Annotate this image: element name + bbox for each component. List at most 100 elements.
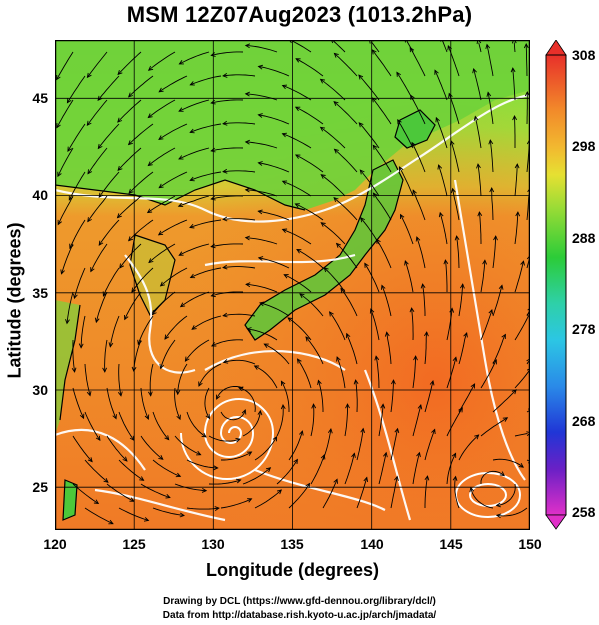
- streamline-arrow: [296, 249, 302, 254]
- streamline: [264, 343, 290, 365]
- streamline-arrow: [122, 456, 128, 462]
- streamline-arrow: [257, 209, 263, 215]
- streamline-arrow: [305, 482, 311, 489]
- streamline: [295, 154, 324, 173]
- streamline: [492, 285, 503, 317]
- streamline: [424, 476, 428, 508]
- streamline: [128, 171, 154, 194]
- streamline-arrow: [214, 506, 220, 511]
- streamline-arrow: [144, 414, 150, 420]
- streamline: [84, 459, 109, 483]
- x-tick-125: 125: [122, 536, 146, 552]
- streamline: [148, 51, 176, 71]
- streamline: [67, 123, 86, 152]
- streamline: [359, 169, 380, 197]
- streamline-arrow: [222, 312, 228, 318]
- streamline: [254, 436, 277, 461]
- streamline: [152, 459, 181, 477]
- streamline: [514, 370, 530, 389]
- streamline-arrow: [56, 123, 61, 129]
- streamline-arrow: [420, 283, 426, 289]
- streamline: [118, 363, 122, 396]
- y-tick-35: 35: [32, 285, 48, 301]
- streamline-arrow: [340, 287, 346, 293]
- streamline: [258, 114, 290, 125]
- streamline-arrow: [244, 43, 251, 49]
- streamline: [295, 58, 324, 77]
- streamline: [514, 115, 516, 148]
- streamline: [458, 383, 475, 413]
- streamline-arrow: [57, 171, 62, 178]
- streamline-arrow: [424, 331, 429, 337]
- streamline: [254, 489, 282, 509]
- streamline-arrow: [117, 117, 123, 123]
- streamline: [245, 141, 278, 149]
- streamline-arrow: [476, 40, 482, 45]
- colorbar-tick-268: 268: [572, 413, 596, 429]
- streamline: [95, 291, 108, 323]
- streamline-arrow: [404, 260, 409, 266]
- streamline: [450, 140, 460, 173]
- streamline-arrow: [71, 367, 77, 373]
- streamline: [186, 459, 218, 469]
- streamline: [220, 498, 252, 509]
- streamline: [412, 452, 420, 485]
- streamline-arrow: [147, 113, 153, 119]
- streamline: [160, 267, 188, 287]
- colorbar-tick-278: 278: [572, 321, 596, 337]
- streamline-arrow: [333, 148, 339, 154]
- streamline-arrow: [429, 380, 435, 386]
- streamline-arrow: [336, 356, 341, 362]
- streamline: [245, 189, 278, 197]
- streamline: [137, 315, 154, 345]
- streamline-arrow: [175, 389, 181, 396]
- x-tick-150: 150: [518, 536, 542, 552]
- streamline: [220, 409, 246, 421]
- streamline: [56, 51, 74, 80]
- streamline-arrow: [191, 325, 197, 330]
- streamline-arrow: [86, 120, 92, 127]
- streamline: [211, 243, 244, 248]
- streamline-arrow: [143, 517, 150, 522]
- streamline: [320, 174, 346, 197]
- streamline-arrow: [272, 436, 278, 442]
- streamline: [496, 483, 516, 506]
- streamline: [223, 266, 256, 269]
- streamline-arrow: [94, 317, 100, 324]
- streamline: [470, 487, 494, 509]
- streamline: [446, 308, 453, 341]
- streamline-arrow: [501, 333, 506, 340]
- streamline-arrow: [95, 435, 101, 442]
- streamline: [412, 356, 417, 389]
- streamline: [72, 435, 93, 462]
- streamline: [242, 410, 261, 437]
- streamline: [514, 212, 519, 245]
- streamline: [258, 162, 290, 173]
- streamline: [416, 236, 426, 269]
- streamline-arrow: [56, 74, 61, 81]
- streamline-arrow: [112, 414, 117, 420]
- streamline: [178, 147, 210, 160]
- streamline-arrow: [189, 223, 195, 229]
- streamline-arrow: [73, 293, 78, 300]
- streamline: [305, 336, 324, 365]
- streamline-arrow: [281, 132, 287, 138]
- streamline-arrow: [320, 222, 326, 227]
- streamline: [372, 49, 392, 77]
- streamline-arrow: [158, 87, 164, 93]
- streamline: [117, 195, 142, 219]
- streamline: [119, 243, 142, 269]
- streamline-arrow: [164, 435, 170, 441]
- streamline: [454, 476, 460, 509]
- streamline-arrow: [311, 403, 317, 409]
- streamline: [446, 357, 457, 389]
- streamline-arrow: [417, 404, 423, 410]
- streamline: [245, 45, 278, 53]
- streamline-arrow: [294, 106, 301, 112]
- streamline-arrow: [305, 336, 311, 342]
- streamline-arrow: [514, 163, 520, 169]
- streamline-arrow: [374, 355, 380, 361]
- streamline: [98, 219, 120, 246]
- streamline: [376, 239, 392, 269]
- streamline: [117, 147, 142, 171]
